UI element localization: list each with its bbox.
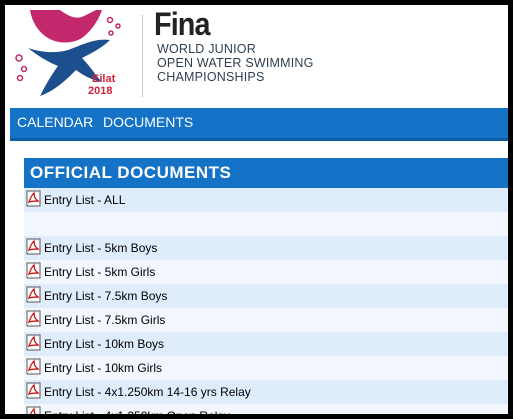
bubble-icon [16,74,24,82]
document-link[interactable]: Entry List - 7.5km Boys [44,289,168,303]
pdf-icon [26,286,41,303]
document-link[interactable]: Entry List - 10km Girls [44,361,163,375]
logo-year: 2018 [88,85,112,97]
document-row [24,212,508,236]
page: Eilat 2018 Fina WORLD JUNIOR OPEN WATER … [10,10,508,419]
logo-blue-shape [28,39,110,96]
bubble-icon [108,30,114,36]
main-nav: CALENDAR DOCUMENTS [10,108,508,141]
championship-logo[interactable]: Eilat 2018 [10,10,140,108]
document-row[interactable]: Entry List - 7.5km Boys [24,284,508,308]
document-row[interactable]: Entry List - 5km Boys [24,236,508,260]
title-line-3: CHAMPIONSHIPS [157,70,265,84]
pdf-icon [26,334,41,351]
pdf-icon [26,262,41,279]
document-link[interactable]: Entry List - ALL [44,193,126,207]
document-row[interactable]: Entry List - 4x1.250km Open Relay [24,404,508,419]
official-documents: OFFICIAL DOCUMENTS Entry List - ALL Entr… [24,158,508,419]
logo-pink-shape [30,10,102,43]
bubble-icon [106,16,114,24]
document-link[interactable]: Entry List - 5km Boys [44,241,158,255]
pdf-icon [26,310,41,327]
document-row[interactable]: Entry List - 7.5km Girls [24,308,508,332]
pdf-icon [26,190,41,207]
pdf-icon [26,358,41,375]
logo-city: Eilat [92,73,116,85]
documents-heading: OFFICIAL DOCUMENTS [24,158,508,188]
document-row[interactable]: Entry List - 5km Girls [24,260,508,284]
bubble-icon [15,54,23,62]
document-link[interactable]: Entry List - 10km Boys [44,337,165,351]
header-divider [142,15,143,97]
bubble-icon [115,23,121,29]
document-link[interactable]: Entry List - 4x1.250km 14-16 yrs Relay [44,385,251,399]
bubble-icon [20,65,28,73]
nav-calendar[interactable]: CALENDAR [17,114,94,130]
pdf-icon [26,406,41,414]
nav-documents[interactable]: DOCUMENTS [103,114,194,130]
document-row[interactable]: Entry List - ALL [24,188,508,212]
pdf-icon [26,238,41,255]
document-link[interactable]: Entry List - 4x1.250km Open Relay [44,409,231,419]
pdf-icon [26,382,41,399]
document-row[interactable]: Entry List - 10km Boys [24,332,508,356]
document-link[interactable]: Entry List - 7.5km Girls [44,313,166,327]
document-row[interactable]: Entry List - 10km Girls [24,356,508,380]
title-line-1: WORLD JUNIOR [157,42,256,56]
site-header: Eilat 2018 Fina WORLD JUNIOR OPEN WATER … [10,10,508,108]
document-link[interactable]: Entry List - 5km Girls [44,265,156,279]
document-row[interactable]: Entry List - 4x1.250km 14-16 yrs Relay [24,380,508,404]
fina-brand: Fina [154,10,210,42]
title-line-2: OPEN WATER SWIMMING [157,56,314,70]
